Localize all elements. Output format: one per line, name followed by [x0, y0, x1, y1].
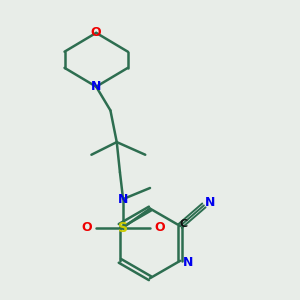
Text: C: C — [179, 219, 188, 230]
Text: N: N — [118, 193, 128, 206]
Text: O: O — [91, 26, 101, 39]
Text: N: N — [205, 196, 215, 209]
Text: N: N — [91, 80, 101, 93]
Text: N: N — [183, 256, 193, 269]
Text: O: O — [154, 221, 165, 234]
Text: S: S — [118, 220, 128, 235]
Text: O: O — [81, 221, 92, 234]
